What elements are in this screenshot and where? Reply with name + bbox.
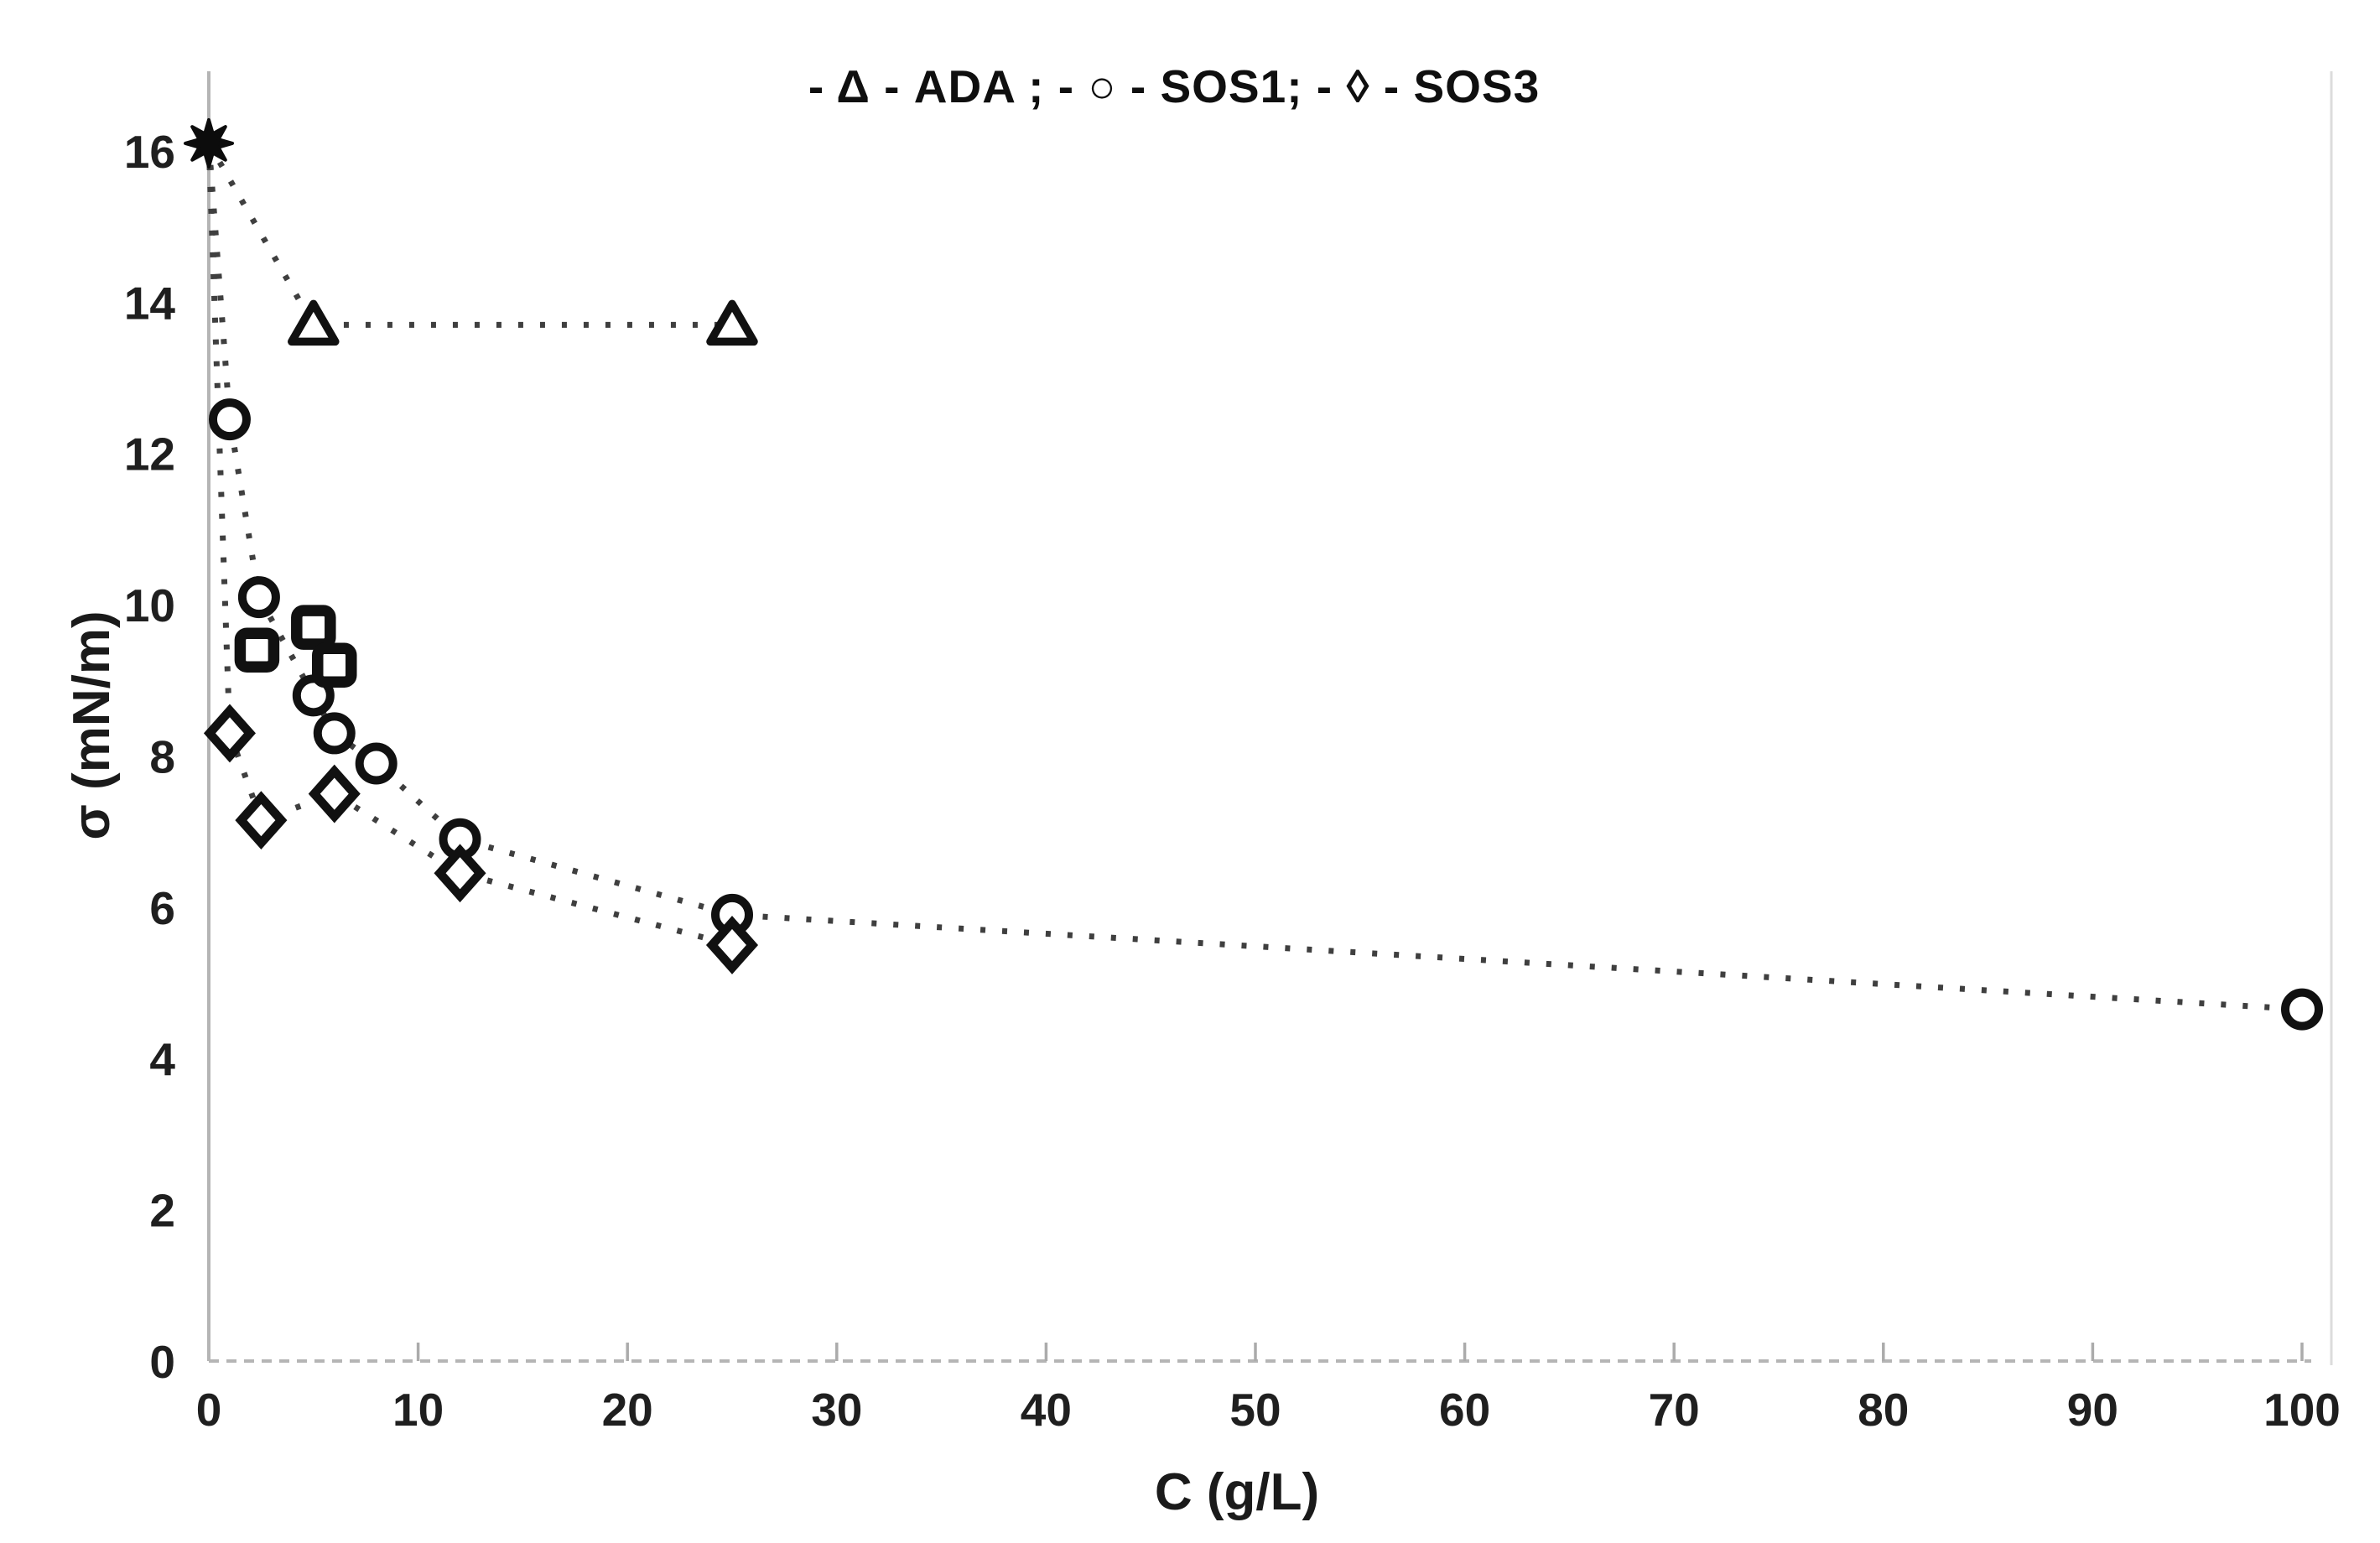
marker-unlabeled-squares <box>312 642 357 688</box>
marker-SOS3 <box>203 704 256 763</box>
y-tick-label: 0 <box>149 1336 175 1388</box>
y-tick-label: 6 <box>149 882 175 934</box>
marker-ADA <box>288 299 340 346</box>
x-tick-label: 40 <box>1021 1384 1072 1436</box>
x-tick-label: 80 <box>1858 1384 1909 1436</box>
x-tick-label: 70 <box>1649 1384 1700 1436</box>
x-tick-label: 90 <box>2067 1384 2118 1436</box>
marker-unlabeled-squares <box>234 627 280 673</box>
marker-SOS1 <box>2281 988 2323 1031</box>
y-tick-label: 8 <box>149 730 175 782</box>
x-tick-label: 10 <box>392 1384 444 1436</box>
y-tick-label: 14 <box>124 277 176 329</box>
marker-unlabeled-squares <box>291 605 336 650</box>
y-tick-label: 16 <box>124 126 175 178</box>
marker-ADA <box>706 299 758 346</box>
marker-SOS1 <box>208 398 251 441</box>
series-layer <box>205 142 2303 1013</box>
marker-SOS3 <box>705 916 759 974</box>
x-tick-label: 30 <box>811 1384 862 1436</box>
y-tick-label: 2 <box>149 1185 175 1237</box>
x-tick-label: 50 <box>1229 1384 1281 1436</box>
marker-SOS3 <box>235 791 288 850</box>
x-tick-label: 0 <box>196 1384 222 1436</box>
y-axis-label: σ (mN/m) <box>63 610 121 839</box>
series-line-SOS3 <box>205 143 733 948</box>
axes-layer: 0 10 20 30 40 50 60 70 80 90 100 0 2 4 6 8 10 12 14 16 <box>124 71 2341 1436</box>
marker-SOS1 <box>355 742 398 785</box>
x-tick-label: 20 <box>602 1384 653 1436</box>
legend: - Δ - ADA ; - ○ - SOS1; - ◊ - SOS3 <box>808 60 1540 112</box>
series-line-SOS1 <box>205 143 2303 1013</box>
y-tick-label: 12 <box>124 429 175 481</box>
marker-SOS3 <box>434 844 486 903</box>
shared-start-star-marker <box>184 117 234 169</box>
x-tick-label: 100 <box>2263 1384 2341 1436</box>
marker-layer <box>184 117 2323 1031</box>
y-tick-label: 4 <box>149 1033 175 1085</box>
marker-SOS1 <box>237 576 280 619</box>
marker-SOS1 <box>313 712 356 755</box>
marker-SOS3 <box>308 764 361 823</box>
x-tick-label: 60 <box>1439 1384 1490 1436</box>
series-line-ADA <box>205 142 732 328</box>
y-tick-label: 10 <box>124 579 175 631</box>
x-axis-label: C (g/L) <box>1155 1463 1319 1521</box>
